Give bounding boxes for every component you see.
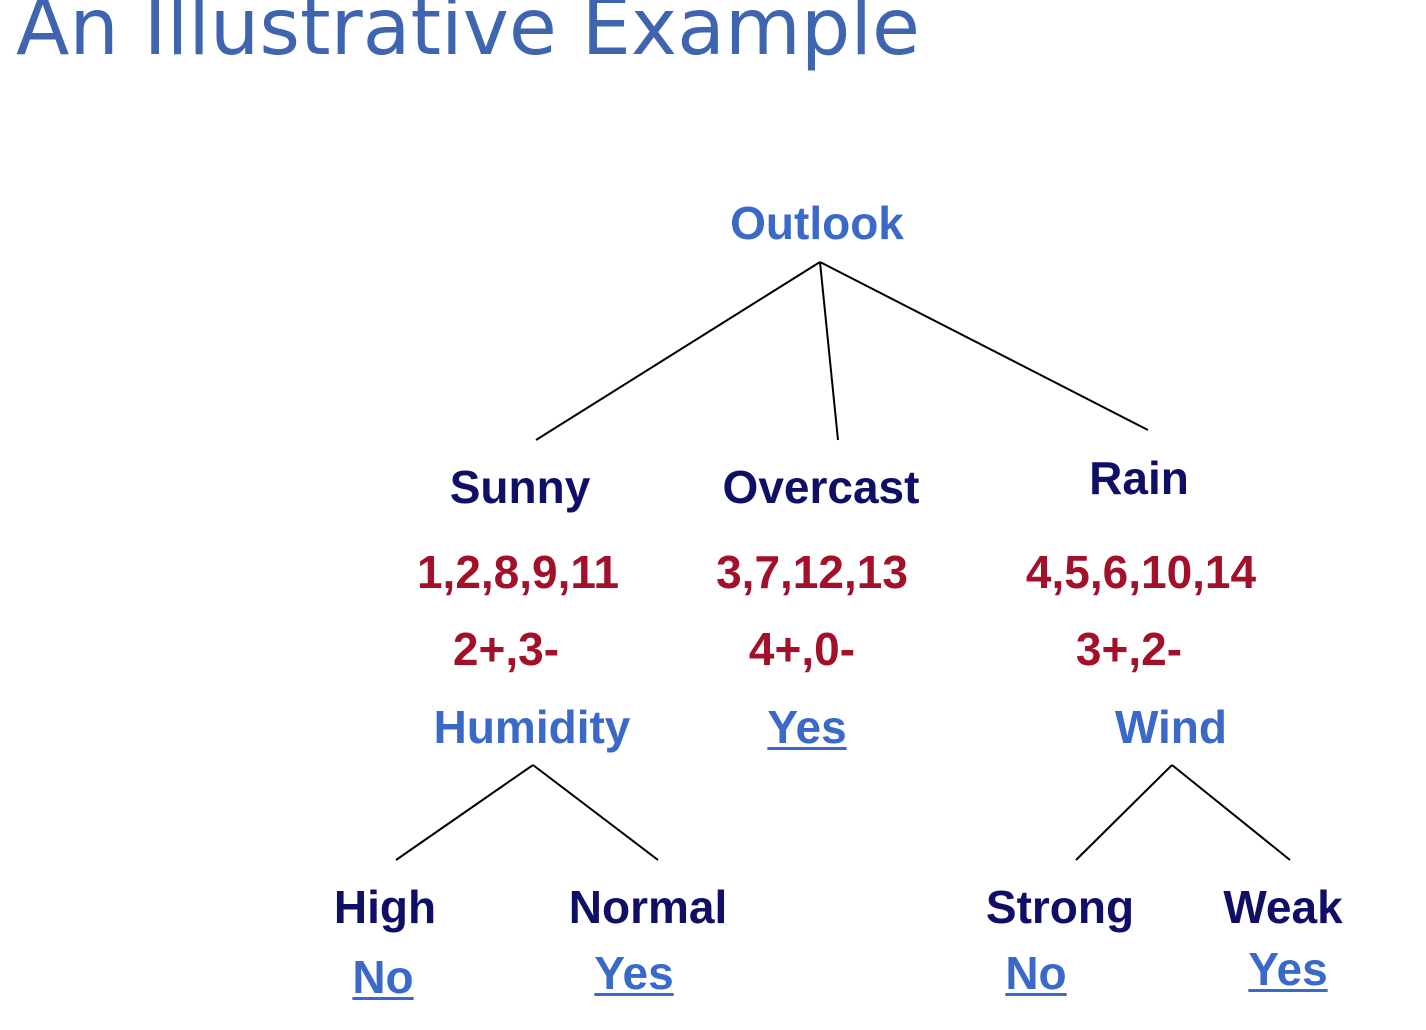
branch-high: High — [333, 881, 437, 933]
examples-sunny: 1,2,8,9,11 — [416, 546, 620, 598]
branch-rain: Rain — [1089, 452, 1189, 504]
leaf-high-no: No — [352, 951, 414, 1003]
node-wind: Wind — [1115, 701, 1227, 753]
counts-overcast: 4+,0- — [748, 623, 856, 675]
branch-normal: Normal — [568, 881, 728, 933]
edge-wind-weak — [1171, 764, 1291, 861]
examples-overcast: 3,7,12,13 — [716, 546, 908, 598]
counts-sunny: 2+,3- — [452, 623, 560, 675]
edge-outlook-overcast — [819, 261, 839, 441]
branch-overcast: Overcast — [722, 461, 920, 513]
edge-humidity-normal — [532, 764, 659, 861]
branch-weak: Weak — [1223, 881, 1343, 933]
edge-outlook-rain — [819, 261, 1149, 431]
slide-title: An Illustrative Example — [16, 0, 921, 73]
leaf-strong-no: No — [1005, 947, 1067, 999]
branch-strong: Strong — [985, 881, 1135, 933]
leaf-normal-yes: Yes — [594, 947, 674, 999]
branch-sunny: Sunny — [449, 461, 591, 513]
edge-wind-strong — [1075, 764, 1173, 861]
examples-rain: 4,5,6,10,14 — [1025, 546, 1257, 598]
node-humidity: Humidity — [433, 701, 631, 753]
leaf-weak-yes: Yes — [1248, 943, 1328, 995]
edge-humidity-high — [395, 764, 534, 861]
leaf-overcast-yes: Yes — [767, 701, 847, 753]
edge-outlook-sunny — [535, 261, 821, 441]
counts-rain: 3+,2- — [1075, 623, 1183, 675]
root-node-outlook: Outlook — [730, 197, 904, 249]
